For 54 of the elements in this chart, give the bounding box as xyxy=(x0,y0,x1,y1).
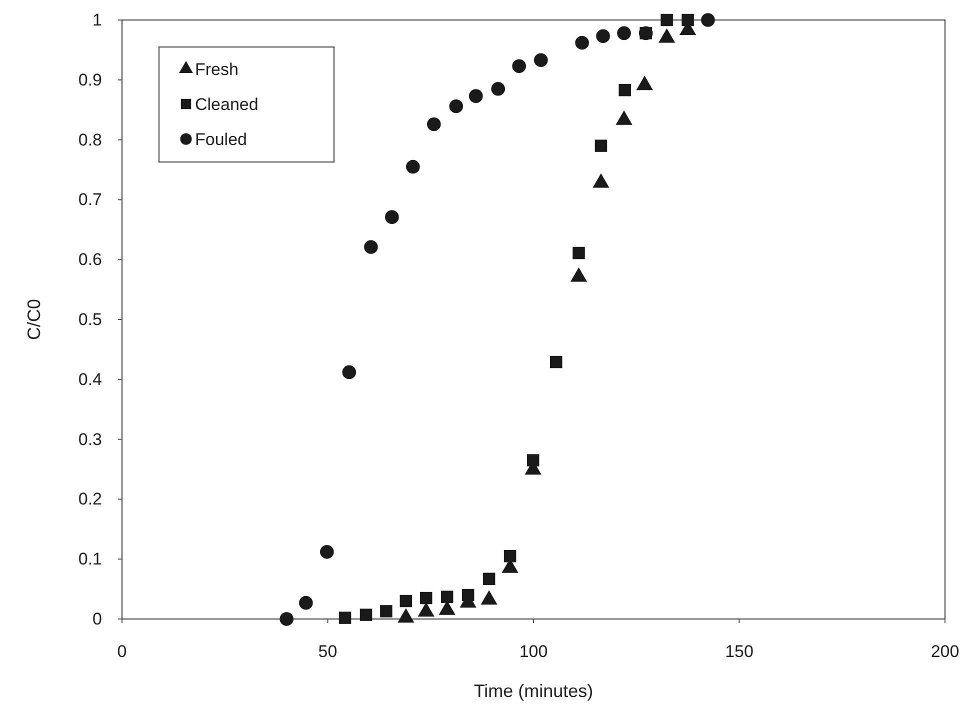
point xyxy=(491,82,506,96)
point xyxy=(427,117,441,132)
y-tick-label: 0.3 xyxy=(78,430,102,449)
point xyxy=(380,605,392,618)
point xyxy=(449,99,464,114)
point xyxy=(462,588,474,602)
point xyxy=(575,36,589,50)
point xyxy=(512,59,526,74)
x-tick-label: 0 xyxy=(117,642,127,662)
point xyxy=(320,545,334,559)
point xyxy=(360,608,372,621)
x-tick-label: 100 xyxy=(519,642,548,662)
point xyxy=(550,356,562,368)
legend-label: Cleaned xyxy=(195,95,258,114)
x-tick-label: 150 xyxy=(725,642,754,662)
point xyxy=(299,596,313,610)
point xyxy=(280,612,294,626)
point xyxy=(596,29,610,44)
point xyxy=(617,26,631,40)
point xyxy=(440,590,454,603)
point xyxy=(526,454,540,466)
point xyxy=(701,13,715,27)
point xyxy=(420,592,432,604)
y-tick-label: 0.9 xyxy=(78,70,102,90)
point xyxy=(482,572,496,585)
y-tick-label: 1 xyxy=(92,10,102,30)
legend-label: Fouled xyxy=(195,130,247,149)
y-axis-title: C/C0 xyxy=(24,298,44,340)
point xyxy=(682,14,694,26)
y-tick-label: 0.7 xyxy=(78,190,102,210)
point xyxy=(572,246,585,260)
legend-label: Fresh xyxy=(195,60,238,79)
point xyxy=(660,14,673,26)
point xyxy=(385,210,399,224)
x-tick-label: 50 xyxy=(318,642,338,662)
point xyxy=(406,160,420,174)
point xyxy=(400,594,412,608)
point xyxy=(594,140,608,152)
y-tick-label: 0.4 xyxy=(78,370,102,389)
y-tick-label: 0.2 xyxy=(78,490,102,509)
point xyxy=(534,53,548,68)
point xyxy=(342,365,356,380)
y-tick-label: 0.8 xyxy=(78,130,102,150)
point xyxy=(338,612,352,624)
x-axis-title: Time (minutes) xyxy=(474,681,594,701)
point xyxy=(364,240,378,254)
point xyxy=(618,84,631,96)
y-tick-label: 0.5 xyxy=(78,310,102,329)
y-tick-label: 0.6 xyxy=(78,250,102,270)
y-tick-label: 0.1 xyxy=(78,550,102,569)
y-tick-label: 0 xyxy=(92,609,102,628)
point xyxy=(468,89,483,103)
point xyxy=(504,550,516,562)
x-tick-label: 200 xyxy=(930,642,960,662)
